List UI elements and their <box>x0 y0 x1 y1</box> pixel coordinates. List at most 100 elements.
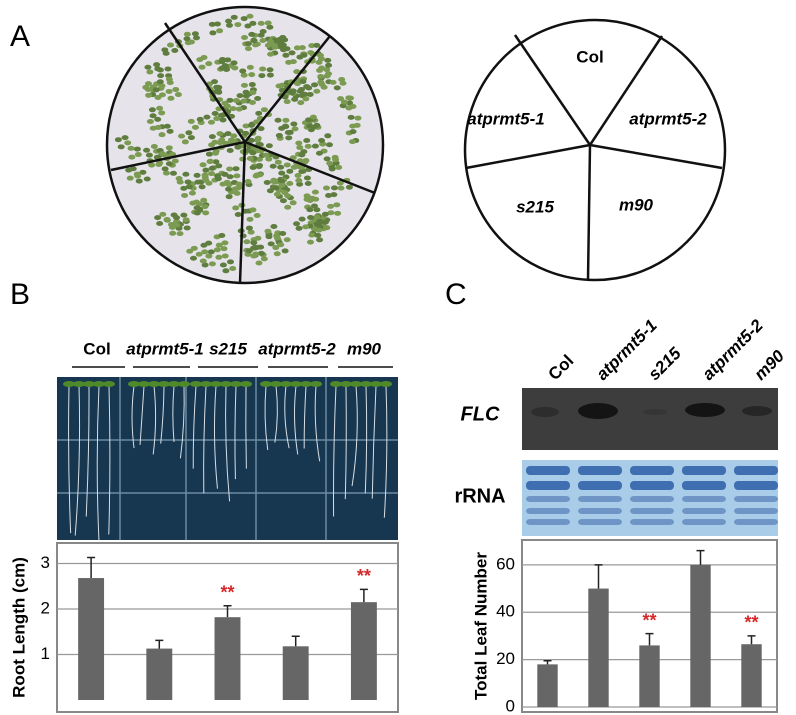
leaf <box>202 177 210 183</box>
rrna-band <box>630 508 674 514</box>
leaf <box>219 181 227 187</box>
leaf <box>349 139 357 145</box>
rrna-band <box>734 466 778 475</box>
rrna-band <box>526 481 570 490</box>
leaf <box>211 79 219 85</box>
leaf <box>143 147 151 153</box>
leaf <box>313 42 321 48</box>
rrna-band <box>734 508 778 514</box>
leaf <box>295 178 303 184</box>
leaf <box>183 31 191 37</box>
leaf <box>159 211 167 217</box>
leaf <box>199 258 207 264</box>
error-bar <box>696 549 705 565</box>
rrna-band <box>630 496 674 502</box>
leaf <box>207 249 215 255</box>
leaf <box>303 138 311 144</box>
leaf <box>324 57 332 63</box>
leaf <box>264 42 272 48</box>
leaf <box>298 152 306 158</box>
leaf <box>213 84 221 90</box>
leaf <box>249 207 257 213</box>
rrna-band <box>734 496 778 502</box>
leaf <box>225 194 233 200</box>
leaf <box>313 214 321 220</box>
leaf <box>265 156 273 162</box>
root <box>96 385 100 540</box>
root <box>371 385 377 499</box>
leaf <box>174 92 182 98</box>
leaf <box>213 247 221 253</box>
cotyledon <box>138 381 150 387</box>
leaf <box>156 105 164 111</box>
rrna-band <box>526 508 570 514</box>
root <box>74 385 81 536</box>
leaf <box>255 156 263 162</box>
leaf <box>258 73 266 79</box>
leaf <box>345 184 353 190</box>
leaf <box>323 156 331 162</box>
error-bar <box>291 635 300 647</box>
leaf <box>284 129 292 135</box>
leaf <box>313 207 321 213</box>
leaf <box>318 65 326 71</box>
leaf <box>169 230 177 236</box>
leaf <box>257 20 265 26</box>
cotyledon <box>240 381 252 387</box>
leaf <box>313 88 321 94</box>
leaf <box>283 237 291 243</box>
leaf <box>267 51 275 57</box>
leaf <box>126 175 134 181</box>
root <box>85 385 90 517</box>
leaf <box>345 105 353 111</box>
leaf <box>153 154 161 160</box>
leaf <box>223 103 231 109</box>
leaf <box>145 92 153 98</box>
leaf <box>171 47 179 53</box>
leaf <box>158 132 166 138</box>
leaf <box>246 64 254 70</box>
leaf <box>227 259 235 265</box>
bar <box>690 564 711 707</box>
root <box>294 385 299 455</box>
leaf <box>163 123 171 129</box>
leaf <box>193 172 201 178</box>
cotyledon <box>158 381 170 387</box>
leaf <box>154 116 162 122</box>
cotyledon <box>128 381 140 387</box>
cotyledon <box>260 381 272 387</box>
leaf <box>225 182 233 188</box>
root <box>131 385 135 449</box>
leaf <box>252 173 260 179</box>
significance: ** <box>642 610 656 630</box>
plate-label: Col <box>576 47 603 66</box>
leaf <box>232 205 240 211</box>
leaf <box>316 220 324 226</box>
leaf <box>291 126 299 132</box>
leaf <box>176 231 184 237</box>
leaf <box>221 253 229 259</box>
leaf <box>333 85 341 91</box>
leaf <box>244 41 252 47</box>
leaf <box>154 215 162 221</box>
leaf <box>114 137 122 143</box>
leaf <box>293 221 301 227</box>
root <box>152 385 157 455</box>
panel-label: B <box>10 278 30 311</box>
leaf <box>246 216 254 222</box>
leaf <box>183 225 191 231</box>
leaf <box>219 262 227 268</box>
leaf <box>201 172 209 178</box>
cotyledon <box>350 381 362 387</box>
error-bar <box>747 635 756 645</box>
leaf <box>178 133 186 139</box>
bar <box>350 602 377 700</box>
leaf <box>195 251 203 257</box>
leaf <box>248 100 256 106</box>
rrna-band <box>682 508 726 514</box>
leaf <box>307 239 315 245</box>
leaf <box>248 31 256 37</box>
error-bar <box>645 632 654 646</box>
cotyledon <box>230 381 242 387</box>
leaf <box>244 46 252 52</box>
